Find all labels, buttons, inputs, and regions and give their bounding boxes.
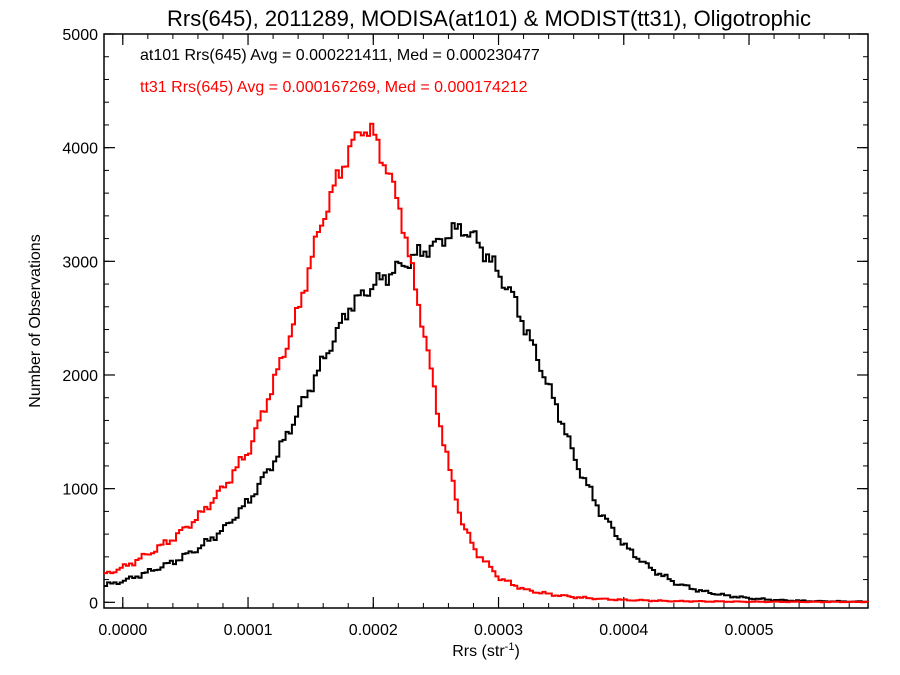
y-axis-label: Number of Observations — [27, 234, 44, 407]
y-tick-label: 3000 — [62, 254, 98, 271]
series-layer — [104, 122, 869, 604]
series-line-tt31 — [104, 122, 869, 604]
x-axis: 0.0000 0.0001 0.0002 0.0003 0.0004 0.0005 — [98, 34, 850, 639]
y-axis: 0 1000 2000 3000 4000 5000 — [62, 27, 868, 612]
x-axis-label-close: ) — [514, 643, 519, 660]
y-tick-label: 0 — [89, 595, 98, 612]
x-tick-label: 0.0001 — [224, 622, 273, 639]
x-tick-label: 0.0005 — [725, 622, 774, 639]
series-line-at101 — [104, 222, 869, 603]
annotation-at101: at101 Rrs(645) Avg = 0.000221411, Med = … — [140, 47, 540, 64]
x-tick-label: 0.0003 — [474, 622, 523, 639]
x-tick-label: 0.0004 — [599, 622, 648, 639]
annotation-tt31: tt31 Rrs(645) Avg = 0.000167269, Med = 0… — [140, 79, 528, 96]
plot-frame — [103, 33, 869, 609]
y-tick-label: 2000 — [62, 368, 98, 385]
y-tick-label: 1000 — [62, 482, 98, 499]
x-axis-label: Rrs (str-1) — [452, 641, 520, 660]
x-axis-label-superscript: -1 — [505, 641, 515, 653]
x-tick-label: 0.0002 — [349, 622, 398, 639]
x-axis-label-text: Rrs (str — [452, 643, 505, 660]
y-tick-label: 5000 — [62, 27, 98, 44]
chart-title: Rrs(645), 2011289, MODISA(at101) & MODIS… — [167, 6, 811, 31]
x-tick-label: 0.0000 — [98, 622, 147, 639]
y-tick-label: 4000 — [62, 141, 98, 158]
